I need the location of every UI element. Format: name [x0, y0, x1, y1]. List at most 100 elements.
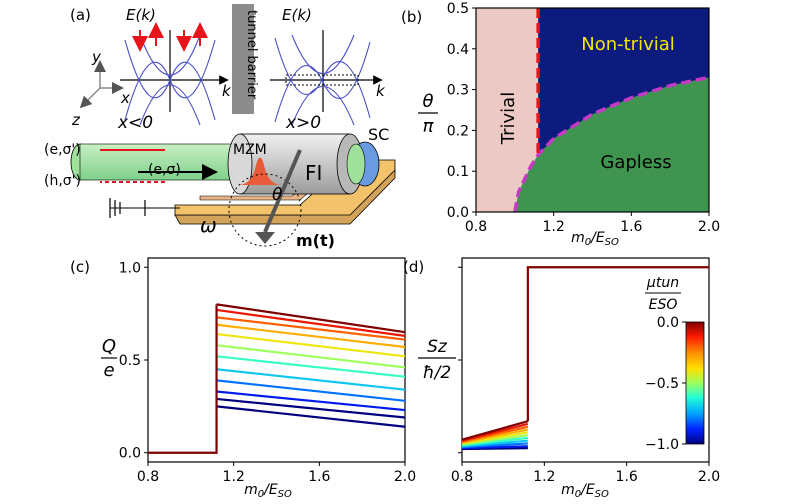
panel-d-label: (d) [403, 258, 424, 276]
charge-series-line [216, 308, 406, 337]
panel-b-label: (b) [401, 8, 422, 26]
charge-xlabel: m0/ESO [244, 482, 292, 500]
reflected-electron-label: (e,σ) [148, 162, 181, 178]
tunnel-barrier [232, 4, 254, 114]
z-axis-arrow [79, 87, 101, 109]
y-tick-label: 0.2 [447, 123, 469, 139]
x-tick-label: 1.2 [543, 219, 565, 235]
panel-d-spin-plot: (d) 0.8 1.2 1.6 2.0 Sz ħ/2 m0/ESO μtun ESO … [403, 257, 720, 500]
panel-b-phase-diagram: (b) Trivial Non-trivial Gapless 0.8 1.2 1.6 2.… [401, 1, 720, 248]
charge-series-line [216, 303, 406, 334]
dispersion-left: E(k) k x<0 [117, 6, 232, 133]
charge-series-line [216, 379, 406, 402]
sc-label: SC [368, 125, 389, 144]
colorbar-gradient [685, 321, 705, 445]
y-tick-label: 0.1 [447, 164, 469, 180]
panel-a-schematic: (a) E(k) k x<0 tunnel barrier E(k) k [44, 4, 396, 250]
spin-ylabel-numerator: Sz [427, 337, 448, 357]
mzm-wavefunction [238, 157, 282, 185]
y-tick-label: 0.4 [447, 42, 469, 58]
magnetization-rod [263, 149, 302, 233]
device: SC FI MZM (e,σ') (e,σ) (h,σ') ω θ m(t) [44, 125, 396, 250]
spin-series-line [461, 428, 529, 444]
spin-series-line [461, 439, 528, 448]
x-tick-label: 2.0 [698, 219, 720, 235]
gapless-region-label: Gapless [600, 152, 671, 173]
y-tick-label: 0.3 [447, 83, 469, 99]
theta-label: θ [272, 185, 283, 205]
charge-ylabel-denominator: e [103, 360, 114, 381]
band-curve [274, 41, 371, 123]
spin-series-line [461, 442, 528, 449]
magnetization-arrowhead [255, 232, 275, 244]
x-tick-label: 1.6 [308, 469, 330, 485]
charge-series-line [216, 332, 406, 358]
colorbar-ticks: 0.0 −0.5 −1.0 [645, 315, 686, 453]
charge-series-line [216, 316, 406, 341]
y-tick-label: 0.0 [119, 446, 141, 462]
phase-diagram-plot: Trivial Non-trivial Gapless 0.8 1.2 1.6 2.0 0.0… [447, 1, 720, 235]
charge-step-line [148, 304, 218, 454]
omega-label: ω [200, 213, 217, 237]
precession-circle [228, 173, 302, 247]
region-right-label: x>0 [285, 113, 321, 133]
k-label-left: k [222, 82, 232, 100]
spin-series-line [461, 420, 529, 441]
x-tick-label: 1.6 [616, 469, 638, 485]
k-label-right: k [376, 82, 386, 100]
y-tick-label: 0.5 [447, 1, 469, 17]
x-tick-label: 2.0 [394, 469, 416, 485]
y-tick-label: 1.0 [119, 260, 141, 276]
x-tick-label: 1.2 [223, 469, 245, 485]
incoming-electron-label: (e,σ') [44, 142, 81, 158]
charge-ylabel-numerator: Q [102, 336, 116, 357]
energy-label-right: E(k) [282, 6, 312, 24]
colorbar: μtun ESO 0.0 −0.5 −1.0 [645, 275, 705, 453]
spin-ylabel-denominator: ħ/2 [423, 363, 451, 383]
reflected-hole-label: (h,σ') [44, 173, 81, 189]
magnetization-label: m(t) [296, 231, 335, 250]
x-tick-label: 2.0 [698, 469, 720, 485]
colorbar-tick-label: −0.5 [645, 376, 679, 392]
plot-frame [475, 7, 710, 213]
y-tick-label: 0.0 [447, 205, 469, 221]
spin-series-line [461, 422, 529, 442]
phase-xlabel: m0/ESO [571, 230, 619, 248]
band-curve [291, 34, 355, 75]
nontrivial-region-label: Non-trivial [581, 34, 675, 55]
gapless-region [514, 77, 709, 212]
spin-series-line [461, 431, 529, 445]
charge-series-line [216, 405, 406, 428]
spin-series-line [461, 425, 529, 443]
phase-ylabel-denominator: π [423, 116, 435, 137]
coordinate-axes: y x z [71, 48, 130, 129]
fi-cylinder-front [227, 133, 253, 195]
plot-frame [147, 257, 406, 463]
fi-label: FI [305, 161, 322, 185]
gap-box [285, 74, 359, 86]
charge-plot: 0.8 1.2 1.6 2.0 0.0 0.5 1.0 [119, 257, 416, 485]
tunnel-barrier-label: tunnel barrier [244, 10, 259, 100]
spin-series-line [461, 434, 529, 446]
charge-series-line [216, 344, 406, 369]
mzm-label: MZM [233, 142, 267, 158]
axis-z-label: z [71, 111, 81, 129]
colorbar-tick-label: −1.0 [645, 437, 679, 453]
charge-series-line [216, 368, 406, 391]
band-curve [291, 85, 355, 126]
panel-c-charge-plot: (c) 0.8 1.2 1.6 2.0 0.0 0.5 1.0 Q e m0/ESO [70, 257, 416, 500]
charge-series-line [216, 323, 406, 349]
spin-series-line [461, 445, 528, 450]
trivial-region-label: Trivial [498, 92, 519, 145]
colorbar-tick-label: 0.0 [657, 315, 679, 331]
sc-inner [346, 143, 366, 185]
energy-label-left: E(k) [126, 6, 156, 24]
colorbar-label-denominator: ESO [649, 297, 678, 313]
gapless-boundary-line [513, 75, 710, 213]
region-left-label: x<0 [117, 113, 153, 133]
charge-series-line [216, 397, 406, 419]
spin-xlabel: m0/ESO [561, 482, 609, 500]
x-tick-label: 1.2 [533, 469, 555, 485]
